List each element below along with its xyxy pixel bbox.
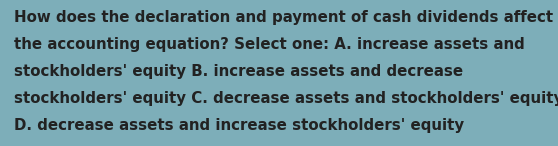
Text: the accounting equation? Select one: A. increase assets and: the accounting equation? Select one: A. … <box>14 37 525 52</box>
Text: How does the declaration and payment of cash dividends affect: How does the declaration and payment of … <box>14 10 553 25</box>
Text: stockholders' equity B. increase assets and decrease: stockholders' equity B. increase assets … <box>14 64 463 79</box>
Text: D. decrease assets and increase stockholders' equity: D. decrease assets and increase stockhol… <box>14 118 464 133</box>
Text: stockholders' equity C. decrease assets and stockholders' equity: stockholders' equity C. decrease assets … <box>14 91 558 106</box>
